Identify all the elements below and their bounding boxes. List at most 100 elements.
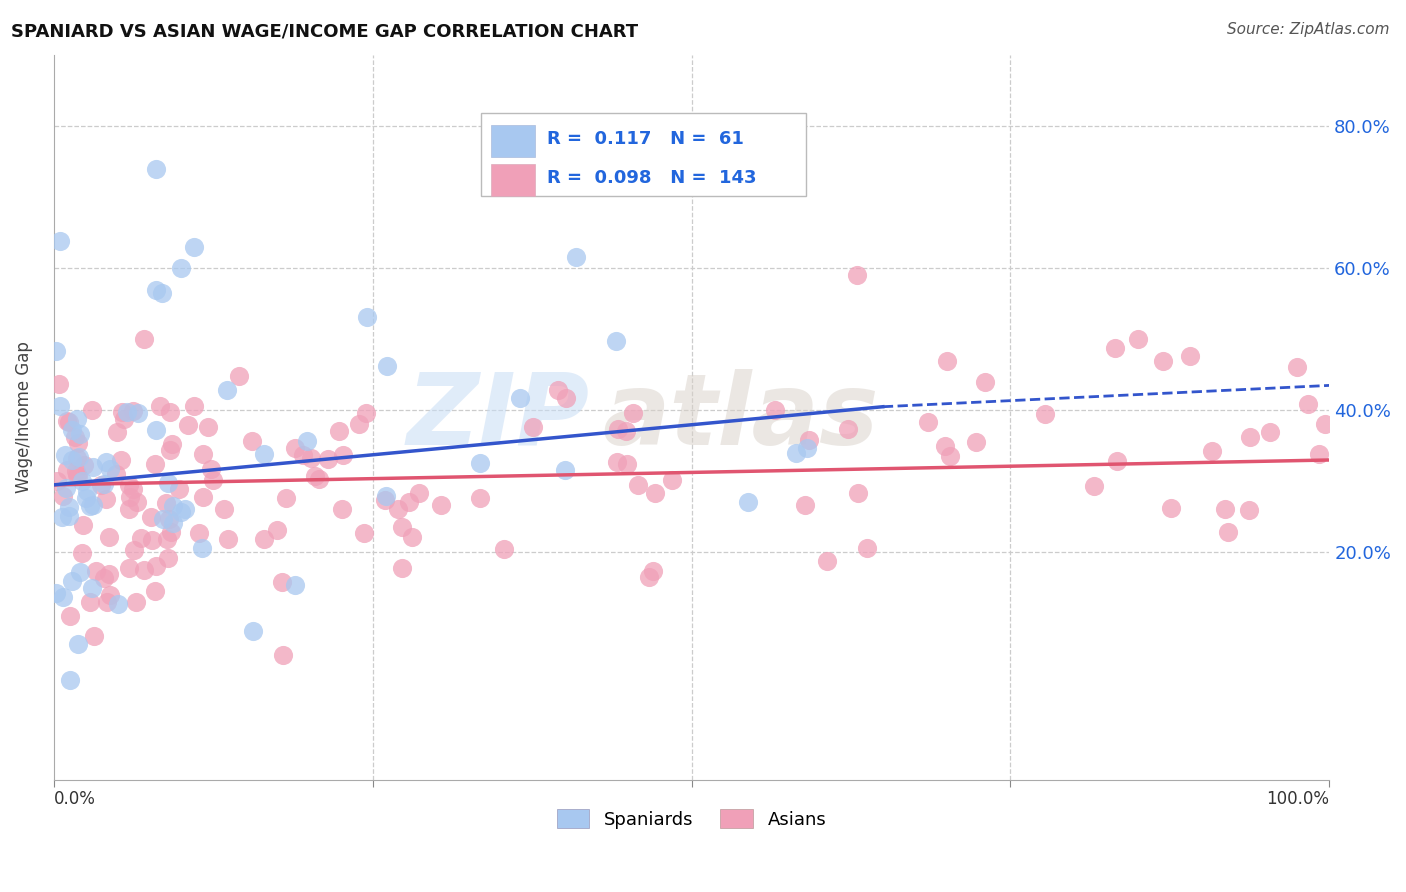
Point	[75, 491, 97, 505]
Point	[111, 405, 134, 419]
Point	[156, 533, 179, 547]
Point	[1216, 524, 1239, 539]
Point	[509, 391, 531, 405]
Point	[145, 558, 167, 573]
Point	[170, 261, 193, 276]
FancyBboxPatch shape	[481, 113, 806, 196]
Point	[191, 447, 214, 461]
Point	[1298, 396, 1320, 410]
Point	[1201, 444, 1223, 458]
Point	[347, 417, 370, 432]
Point	[155, 496, 177, 510]
Point	[621, 406, 644, 420]
Point	[271, 648, 294, 663]
Point	[149, 400, 172, 414]
Point	[846, 486, 869, 500]
Point	[45, 474, 67, 488]
Text: R =  0.098   N =  143: R = 0.098 N = 143	[547, 169, 756, 186]
Point	[1315, 417, 1337, 431]
Point	[52, 590, 75, 604]
Point	[93, 571, 115, 585]
Point	[132, 332, 155, 346]
Point	[48, 235, 70, 249]
Point	[122, 482, 145, 496]
Point	[494, 541, 516, 556]
Point	[49, 399, 72, 413]
Point	[217, 383, 239, 397]
Point	[82, 581, 104, 595]
Text: SPANIARD VS ASIAN WAGE/INCOME GAP CORRELATION CHART: SPANIARD VS ASIAN WAGE/INCOME GAP CORREL…	[11, 22, 638, 40]
Point	[522, 419, 544, 434]
Point	[554, 392, 576, 406]
Point	[973, 375, 995, 389]
Text: ZIP: ZIP	[406, 369, 589, 466]
Point	[159, 524, 181, 539]
Point	[308, 472, 330, 486]
Point	[176, 417, 198, 432]
Y-axis label: Wage/Income Gap: Wage/Income Gap	[15, 342, 32, 493]
Point	[96, 595, 118, 609]
Point	[242, 624, 264, 639]
Point	[96, 455, 118, 469]
Point	[107, 598, 129, 612]
Point	[605, 334, 627, 349]
Point	[62, 574, 84, 588]
Point	[79, 595, 101, 609]
Point	[98, 462, 121, 476]
Point	[51, 510, 73, 524]
Point	[157, 512, 180, 526]
Point	[217, 532, 239, 546]
Point	[616, 457, 638, 471]
Point	[82, 403, 104, 417]
Point	[468, 491, 491, 505]
Point	[353, 526, 375, 541]
Point	[1239, 430, 1261, 444]
Text: 0.0%: 0.0%	[53, 790, 96, 808]
Point	[118, 561, 141, 575]
Point	[197, 420, 219, 434]
Point	[56, 414, 79, 428]
Point	[856, 541, 879, 556]
Point	[105, 425, 128, 439]
Point	[48, 376, 70, 391]
Point	[118, 502, 141, 516]
Point	[129, 531, 152, 545]
Point	[70, 474, 93, 488]
Point	[110, 452, 132, 467]
Point	[1239, 503, 1261, 517]
Point	[242, 434, 264, 448]
Point	[191, 541, 214, 556]
Point	[157, 475, 180, 490]
Point	[134, 563, 156, 577]
Point	[228, 368, 250, 383]
Point	[98, 588, 121, 602]
Point	[76, 483, 98, 498]
Point	[145, 283, 167, 297]
FancyBboxPatch shape	[491, 164, 534, 196]
Point	[253, 447, 276, 461]
Point	[72, 517, 94, 532]
Point	[763, 402, 786, 417]
Point	[72, 546, 94, 560]
Point	[59, 673, 82, 688]
Point	[917, 415, 939, 429]
Point	[67, 468, 90, 483]
Point	[356, 310, 378, 325]
Point	[398, 495, 420, 509]
Point	[295, 434, 318, 449]
Point	[375, 359, 398, 373]
Point	[283, 578, 305, 592]
Point	[170, 505, 193, 519]
Point	[145, 424, 167, 438]
Point	[45, 586, 67, 600]
Point	[53, 448, 76, 462]
Point	[627, 478, 650, 492]
Point	[145, 161, 167, 176]
Point	[58, 500, 80, 515]
Point	[1104, 341, 1126, 355]
Point	[200, 462, 222, 476]
Point	[328, 424, 350, 438]
Point	[127, 406, 149, 420]
Point	[124, 542, 146, 557]
Point	[157, 550, 180, 565]
